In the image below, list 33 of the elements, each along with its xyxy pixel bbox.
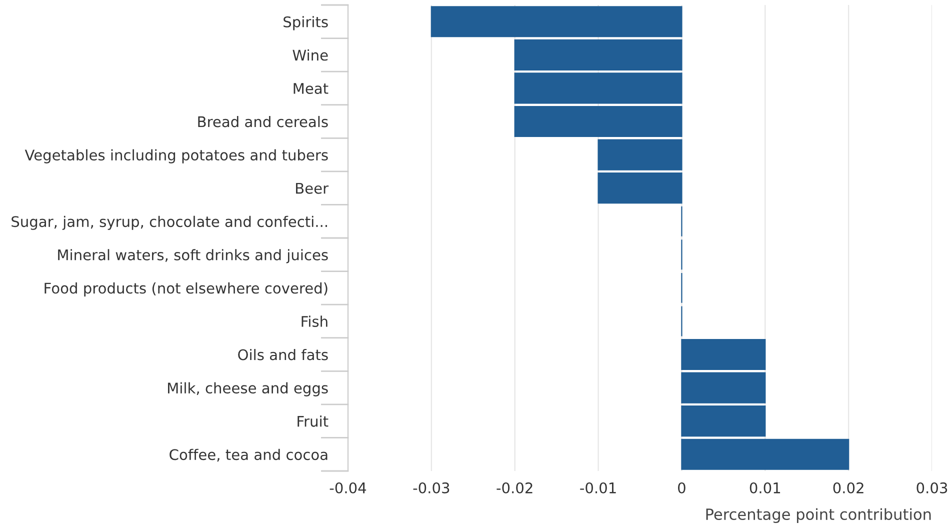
x-tick-label: 0	[678, 482, 686, 494]
y-tick-label: Fruit	[298, 416, 328, 427]
y-tick-label: Sugar, jam, syrup, chocolate and confecti...	[12, 216, 327, 230]
x-tick-label: -0.02	[496, 482, 532, 494]
y-tick-label: Oils and fats	[238, 348, 328, 360]
x-tick-label: -0.03	[413, 482, 450, 494]
x-tick-label: 0.01	[750, 482, 780, 494]
bar	[514, 72, 682, 104]
y-tick-label: Beer	[296, 182, 329, 194]
y-tick-label: Vegetables including potatoes and tubers	[24, 149, 328, 164]
x-tick-label: -0.04	[330, 482, 366, 494]
x-axis-title: Percentage point contribution	[706, 508, 931, 523]
bar	[598, 172, 682, 204]
y-tick-label: Food products (not elsewhere covered)	[44, 282, 328, 296]
y-tick-label: Mineral waters, soft drinks and juices	[58, 249, 328, 264]
x-tick-label: 0.02	[833, 482, 864, 494]
bar	[681, 438, 850, 470]
x-tick-label: 0.03	[916, 482, 948, 494]
y-tick-label: Wine	[292, 49, 328, 61]
y-tick-label: Bread and cereals	[198, 116, 328, 128]
y-tick-label: Meat	[294, 83, 328, 94]
bar	[598, 139, 682, 170]
bar	[681, 338, 766, 370]
y-tick-label: Coffee, tea and cocoa	[170, 448, 328, 462]
y-tick-label: Fish	[302, 316, 328, 327]
bar	[681, 372, 766, 404]
y-tick-label: Milk, cheese and eggs	[168, 382, 328, 396]
x-tick-label: -0.01	[580, 482, 616, 494]
y-tick-label: Spirits	[284, 16, 328, 30]
bar	[681, 406, 766, 437]
bar	[514, 39, 682, 70]
bar	[514, 106, 682, 138]
bar	[430, 6, 682, 38]
